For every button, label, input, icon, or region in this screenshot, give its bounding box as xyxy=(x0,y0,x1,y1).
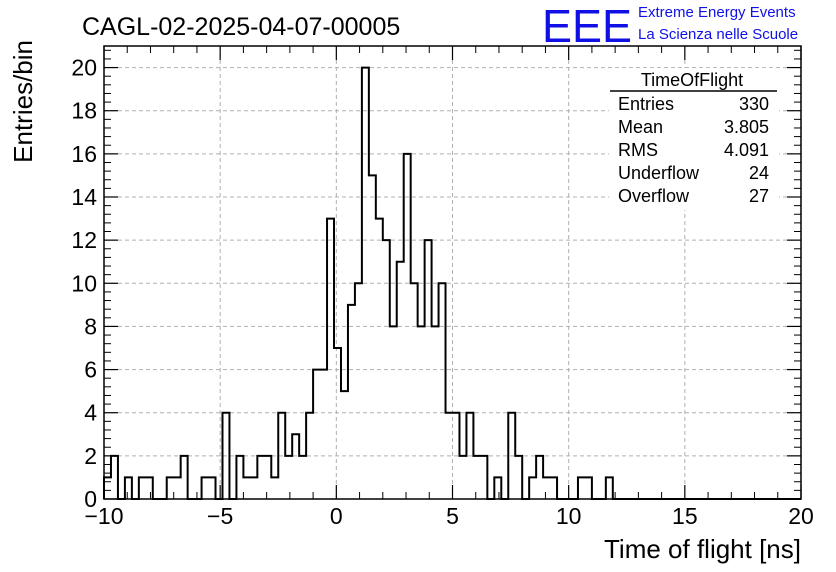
grid-lines xyxy=(104,46,801,499)
y-tick-label: 0 xyxy=(84,486,97,512)
eee-logo: EEE xyxy=(542,0,632,52)
x-axis-label: Time of flight [ns] xyxy=(604,534,801,564)
y-tick-label: 16 xyxy=(71,141,97,167)
y-tick-label: 6 xyxy=(84,357,97,383)
y-tick-label: 20 xyxy=(71,55,97,81)
stats-label: Entries xyxy=(618,94,674,114)
x-tick-label: 10 xyxy=(556,503,582,529)
y-tick-label: 12 xyxy=(71,227,97,253)
plot-frame xyxy=(103,45,802,500)
stats-value: 3.805 xyxy=(724,117,769,137)
stats-label: RMS xyxy=(618,140,658,160)
y-tick-label: 2 xyxy=(84,443,97,469)
stats-value: 24 xyxy=(749,163,769,183)
y-tick-label: 14 xyxy=(71,184,97,210)
stats-label: Underflow xyxy=(618,163,700,183)
org-subtitle: La Scienza nelle Scuole xyxy=(638,26,798,43)
org-name: Extreme Energy Events xyxy=(638,4,796,21)
stats-title: TimeOfFlight xyxy=(641,70,743,90)
y-axis-label: Entries/bin xyxy=(8,40,38,163)
stats-value: 4.091 xyxy=(724,140,769,160)
y-tick-label: 4 xyxy=(84,400,97,426)
y-tick-label: 8 xyxy=(84,313,97,339)
stats-value: 330 xyxy=(739,94,769,114)
stats-label: Mean xyxy=(618,117,663,137)
stats-box: TimeOfFlight Entries 330 Mean 3.805 RMS … xyxy=(609,68,779,210)
x-tick-label: 5 xyxy=(446,503,459,529)
x-tick-label: 0 xyxy=(330,503,343,529)
chart-title: CAGL-02-2025-04-07-00005 xyxy=(82,13,400,41)
y-tick-label: 10 xyxy=(71,270,97,296)
stats-value: 27 xyxy=(749,186,769,206)
stats-label: Overflow xyxy=(618,186,690,206)
x-tick-label: −10 xyxy=(84,503,123,529)
x-tick-label: −5 xyxy=(207,503,233,529)
axis-ticks xyxy=(103,46,802,500)
x-tick-label: 20 xyxy=(788,503,814,529)
x-tick-label: 15 xyxy=(672,503,698,529)
y-tick-label: 18 xyxy=(71,98,97,124)
